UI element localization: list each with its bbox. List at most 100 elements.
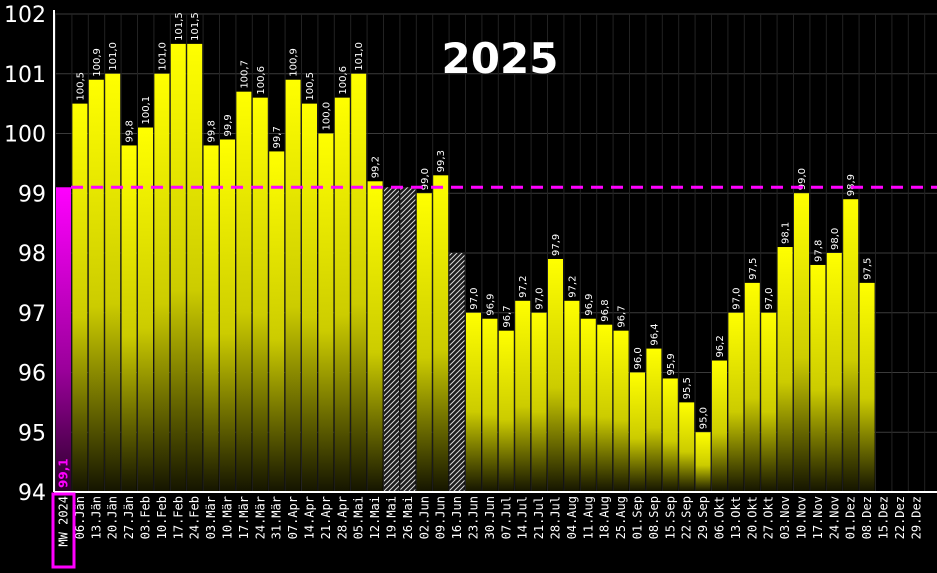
reference-bar: [56, 187, 71, 492]
bars: 100,5 100,9 101,0 99,8 100,1 101,0 101,5 101,5 9…: [56, 12, 875, 493]
bar: [843, 199, 859, 492]
x-tick-label: 27.Okt: [762, 496, 776, 539]
bar-value-label: 95,0: [699, 407, 710, 429]
bar-value-label: 97,0: [535, 287, 546, 309]
x-tick-label: 28.Jul: [549, 496, 563, 539]
y-tick-label: 101: [4, 63, 46, 88]
bar: [285, 79, 301, 492]
x-tick-label: 03.Nov: [778, 496, 792, 539]
axes: 94 95 96 97 98 99 100 101 102 MW 2024 06.Jän 13.Jän…: [4, 3, 937, 569]
bar: [712, 360, 727, 492]
bar-value-label: 97,8: [813, 240, 824, 262]
bar-value-label: 97,5: [748, 258, 759, 280]
x-tick-label: 27.Jän: [122, 496, 136, 539]
x-tick-label: 01.Sep: [631, 496, 645, 539]
x-tick-label: 01.Dez: [844, 496, 858, 539]
bar: [269, 151, 285, 493]
bar-value-label: 99,0: [420, 168, 431, 190]
bar-value-label: 101,0: [157, 42, 168, 71]
bar: [236, 91, 252, 493]
bar-value-label: 96,8: [600, 299, 611, 321]
bar-value-label: 101,5: [190, 12, 201, 41]
bar: [466, 312, 481, 492]
x-tick-label: 07.Jul: [499, 496, 513, 539]
reference-category-box: [51, 492, 76, 569]
bar-value-label: 101,0: [354, 42, 365, 71]
bar-value-label: 99,7: [272, 126, 283, 148]
bar: [728, 312, 744, 492]
bar: [416, 193, 432, 492]
x-tick-label: 14.Apr: [303, 496, 317, 539]
bar-value-label: 100,0: [321, 102, 332, 131]
bar: [662, 378, 678, 492]
bar: [646, 348, 662, 492]
bar: [794, 193, 809, 492]
bar-value-label: 100,9: [289, 48, 300, 77]
bar: [187, 43, 203, 492]
bar: [105, 73, 121, 492]
bar-value-label: 96,9: [584, 293, 595, 315]
bar-value-label: 100,7: [239, 60, 250, 89]
reference-category-label: MW 2024: [57, 496, 71, 547]
x-tick-label: 05.Mai: [352, 496, 366, 539]
bar: [121, 145, 137, 492]
x-tick-label: 11.Aug: [581, 496, 595, 539]
x-tick-label: 02.Jun: [417, 496, 431, 539]
x-tick-label: 12.Mai: [368, 496, 382, 539]
x-tick-label: 04.Aug: [565, 496, 579, 539]
x-tick-label: 23.Jun: [467, 496, 481, 539]
x-tick-label: 30.Jun: [483, 496, 497, 539]
bar: [564, 300, 580, 492]
bar-value-label: 96,2: [715, 335, 726, 357]
x-tick-label: 20.Jän: [106, 496, 120, 539]
bar-value-label: 101,0: [108, 42, 119, 71]
bar: [72, 103, 88, 492]
bar-value-label: 99,9: [223, 114, 234, 136]
bar: [630, 372, 645, 492]
bar: [695, 432, 711, 492]
x-tick-label: 06.Okt: [713, 496, 727, 539]
bar: [859, 282, 875, 492]
bar: [302, 103, 317, 492]
bar-value-label: 99,2: [371, 156, 382, 178]
x-tick-label: 17.Feb: [171, 496, 185, 539]
bar-value-label: 98,9: [846, 174, 857, 196]
x-tick-label: 16.Jun: [450, 496, 464, 539]
bar-value-label: 100,9: [92, 48, 103, 77]
x-tick-label: 06.Jän: [73, 496, 87, 539]
bar-value-label: 95,9: [666, 353, 677, 375]
x-tick-label: 26.Mai: [401, 496, 415, 539]
bar-value-label: 97,0: [764, 287, 775, 309]
bar: [482, 318, 498, 492]
x-tick-label: 24.Mär: [253, 496, 267, 539]
x-tick-label: 22.Dez: [893, 496, 907, 539]
x-tick-label: 20.Okt: [745, 496, 759, 539]
bar: [498, 330, 514, 492]
bar-value-label: 100,6: [256, 66, 267, 95]
y-tick-label: 100: [4, 123, 46, 148]
bar: [88, 79, 104, 492]
bar-value-label: 99,8: [125, 120, 136, 142]
bar-value-label: 98,1: [781, 222, 792, 244]
x-tick-label: 17.Mär: [237, 496, 251, 539]
hatched-bar: [449, 253, 465, 492]
y-tick-label: 95: [18, 421, 46, 446]
reference-layer: 99,1: [57, 185, 937, 488]
reference-value-label: 99,1: [57, 458, 71, 488]
bar: [810, 264, 826, 492]
bar-value-label: 96,7: [502, 305, 513, 327]
x-tick-label: 10.Feb: [155, 496, 169, 539]
bar: [138, 127, 153, 493]
bar-value-label: 100,6: [338, 66, 349, 95]
bar: [777, 247, 793, 492]
bar-value-label: 96,9: [485, 293, 496, 315]
bar: [613, 330, 629, 492]
bar-value-label: 97,2: [518, 276, 529, 298]
x-tick-label: 13.Okt: [729, 496, 743, 539]
x-tick-label: 18.Aug: [598, 496, 612, 539]
x-tick-label: 09.Jun: [434, 496, 448, 539]
bar: [744, 282, 760, 492]
bar-value-label: 98,0: [830, 228, 841, 250]
bar-value-label: 100,5: [75, 72, 86, 101]
bar: [203, 145, 219, 492]
